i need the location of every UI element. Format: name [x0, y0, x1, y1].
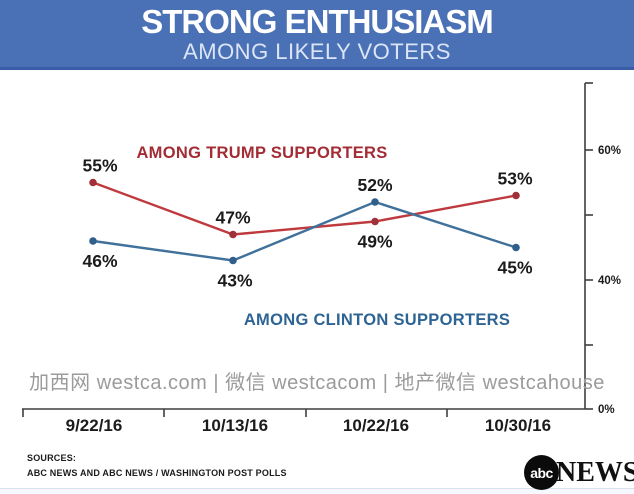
- watermark-text: 加西网 westca.com | 微信 westcacom | 地产微信 wes…: [29, 372, 605, 394]
- y-tick-label-0: 60%: [598, 145, 621, 157]
- clinton-value-label-1: 43%: [217, 271, 252, 291]
- y-tick-label-2: 0%: [598, 404, 615, 416]
- x-tick-label-0: 9/22/16: [66, 416, 123, 435]
- sources-block: SOURCES: ABC NEWS AND ABC NEWS / WASHING…: [27, 451, 287, 481]
- x-tick-label-1: 10/13/16: [202, 416, 268, 435]
- x-tick-label-2: 10/22/16: [343, 416, 409, 435]
- trump-value-label-2: 49%: [357, 232, 392, 252]
- x-tick-label-3: 10/30/16: [485, 416, 551, 435]
- sources-label: SOURCES:: [27, 453, 77, 463]
- trump-point-0: [89, 178, 97, 187]
- trump-point-2: [371, 217, 379, 226]
- clinton-point-1: [229, 256, 237, 265]
- chart-subtitle: AMONG LIKELY VOTERS: [183, 39, 451, 64]
- line-chart: 9/22/16 10/13/16 10/22/16 10/30/16 60% 40% 0% 5…: [0, 70, 634, 494]
- abc-news-logo: abc NEWS: [524, 455, 634, 490]
- clinton-value-label-0: 46%: [82, 251, 117, 271]
- bottom-divider: [0, 488, 634, 494]
- clinton-point-2: [371, 198, 379, 206]
- trump-point-1: [229, 230, 237, 239]
- header-banner: STRONG ENTHUSIASM AMONG LIKELY VOTERS: [0, 0, 634, 70]
- trump-point-3: [512, 191, 520, 200]
- clinton-point-3: [512, 243, 520, 252]
- trump-line: [92, 181, 517, 236]
- trump-value-label-3: 53%: [497, 169, 532, 189]
- sources-text: ABC NEWS AND ABC NEWS / WASHINGTON POST …: [27, 468, 287, 478]
- trump-value-label-0: 55%: [82, 156, 117, 176]
- trump-value-label-1: 47%: [215, 208, 250, 228]
- clinton-line: [92, 200, 517, 262]
- news-wordmark: NEWS: [556, 457, 634, 488]
- clinton-series-label: AMONG CLINTON SUPPORTERS: [244, 311, 510, 329]
- y-tick-label-1: 40%: [598, 275, 621, 287]
- clinton-value-label-2: 52%: [357, 175, 392, 195]
- abc-logo-circle: abc: [524, 455, 559, 490]
- trump-series-label: AMONG TRUMP SUPPORTERS: [136, 144, 387, 162]
- chart-title: STRONG ENTHUSIASM: [141, 3, 494, 40]
- clinton-point-0: [89, 237, 97, 245]
- clinton-value-label-3: 45%: [497, 258, 532, 278]
